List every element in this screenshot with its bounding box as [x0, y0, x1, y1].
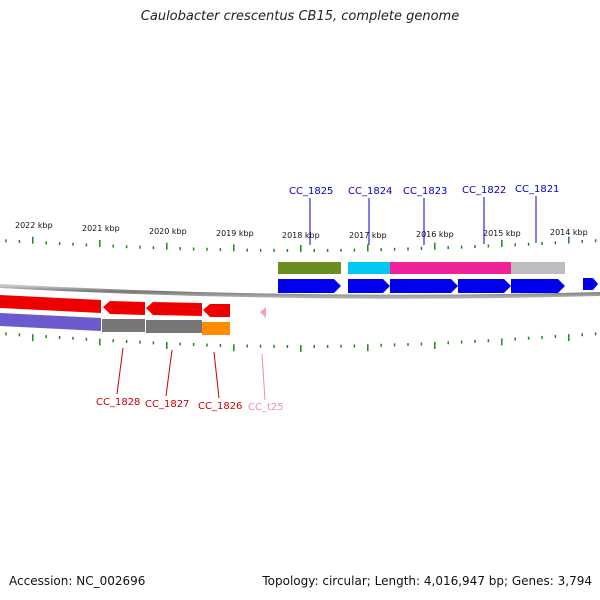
- scale-label-2020: 2020 kbp: [149, 227, 187, 236]
- scale-label-2014: 2014 kbp: [550, 228, 588, 237]
- gene-label-cct25[interactable]: CC_t25: [248, 402, 284, 413]
- scale-ticks-bottom: [5, 332, 597, 352]
- cog-track-forward: [278, 262, 565, 274]
- scale-label-2021: 2021 kbp: [82, 224, 120, 233]
- cog-bar-cc1827b[interactable]: [146, 320, 202, 333]
- leader-line-cct25: [261, 353, 266, 401]
- cog-bar-cc1828[interactable]: [0, 313, 101, 331]
- accession-text: Accession: NC_002696: [9, 574, 146, 588]
- gene-arrow-cc1825[interactable]: [278, 279, 341, 293]
- gene-labels-forward: CC_1825 CC_1824 CC_1823 CC_1822 CC_1821: [289, 184, 559, 245]
- gene-arrow-cc1827a[interactable]: [103, 301, 145, 315]
- cog-bar-cc1822[interactable]: [458, 262, 511, 274]
- scale-label-2018: 2018 kbp: [282, 231, 320, 240]
- gene-arrow-offscreen[interactable]: [583, 278, 598, 290]
- gene-label-cc1821[interactable]: CC_1821: [515, 184, 559, 195]
- scale-labels: 2022 kbp 2021 kbp 2020 kbp 2019 kbp 2018…: [15, 221, 588, 240]
- cds-track-reverse: [0, 295, 266, 318]
- cds-track-forward: [278, 278, 598, 293]
- gene-label-cc1824[interactable]: CC_1824: [348, 186, 392, 197]
- cog-bar-cc1826[interactable]: [202, 322, 230, 335]
- gene-arrow-cc1828[interactable]: [0, 295, 101, 313]
- gene-arrow-cc1823[interactable]: [390, 279, 458, 293]
- gene-label-cc1826[interactable]: CC_1826: [198, 401, 242, 412]
- cog-track-reverse: [0, 313, 230, 335]
- cog-bar-cc1827a[interactable]: [102, 319, 145, 332]
- trna-arrow-cct25[interactable]: [260, 307, 266, 318]
- cog-bar-cc1824[interactable]: [348, 262, 390, 274]
- gene-labels-reverse: CC_1828 CC_1827 CC_1826 CC_t25: [96, 347, 284, 413]
- gene-arrow-cc1821[interactable]: [511, 279, 565, 293]
- leader-line-cc1826: [213, 351, 220, 399]
- scale-label-2017: 2017 kbp: [349, 231, 387, 240]
- gene-label-cc1827[interactable]: CC_1827: [145, 399, 189, 410]
- gene-label-cc1825[interactable]: CC_1825: [289, 186, 333, 197]
- leader-line-cc1828: [116, 347, 124, 395]
- gene-arrow-cc1822[interactable]: [458, 279, 511, 293]
- gene-label-cc1823[interactable]: CC_1823: [403, 186, 447, 197]
- genome-backbone: [0, 284, 600, 299]
- scale-label-2016: 2016 kbp: [416, 230, 454, 239]
- topology-text: Topology: circular; Length: 4,016,947 bp…: [262, 574, 592, 588]
- leader-line-cc1827: [165, 349, 173, 397]
- scale-ticks-top: [5, 236, 597, 252]
- gene-label-cc1828[interactable]: CC_1828: [96, 397, 140, 408]
- gene-arrow-cc1826[interactable]: [203, 304, 230, 317]
- cog-bar-cc1823[interactable]: [390, 262, 458, 274]
- scale-label-2022: 2022 kbp: [15, 221, 53, 230]
- scale-label-2015: 2015 kbp: [483, 229, 521, 238]
- gene-arrow-cc1827b[interactable]: [146, 302, 202, 316]
- gene-arrow-cc1824[interactable]: [348, 279, 390, 293]
- scale-label-2019: 2019 kbp: [216, 229, 254, 238]
- gene-label-cc1822[interactable]: CC_1822: [462, 185, 506, 196]
- cog-bar-cc1825[interactable]: [278, 262, 341, 274]
- map-title: Caulobacter crescentus CB15, complete ge…: [140, 9, 460, 24]
- cog-bar-cc1821[interactable]: [511, 262, 565, 274]
